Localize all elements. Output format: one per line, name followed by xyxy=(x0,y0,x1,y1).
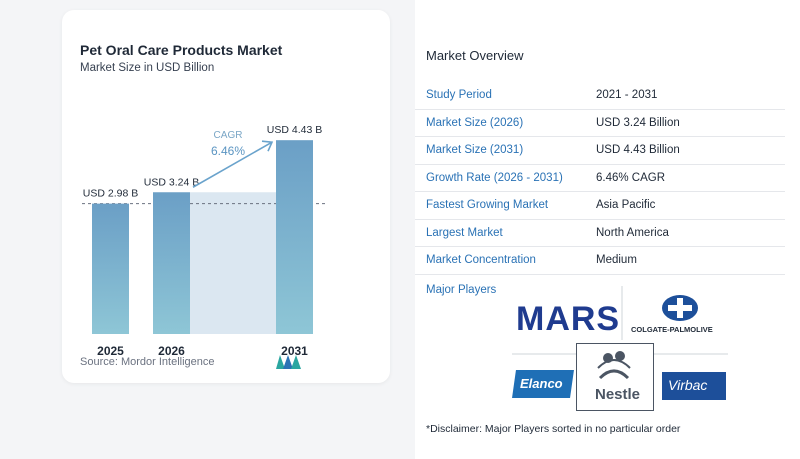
nestle-logo-box xyxy=(576,343,654,411)
data-label: USD 3.24 B xyxy=(144,176,199,188)
mars-logo: MARS xyxy=(516,300,621,338)
bar-2025 xyxy=(92,203,129,334)
overview-row-label: Study Period xyxy=(426,89,492,101)
data-label: USD 4.43 B xyxy=(267,124,322,136)
overview-row: Fastest Growing Market Asia Pacific xyxy=(415,192,785,220)
overview-row-label: Market Concentration xyxy=(426,254,536,266)
colgate-logo: COLGATE-PALMOLIVE xyxy=(631,325,713,334)
bar-chart: USD 2.98 B 2025 USD 3.24 B 2026 USD 4.43 B 20… xyxy=(82,124,327,358)
mordor-logo-icon xyxy=(276,355,301,369)
overview-row-value: Medium xyxy=(596,254,637,266)
cagr-label: CAGR xyxy=(214,130,243,141)
overview-row-value: Asia Pacific xyxy=(596,199,656,211)
player-logos: MARS COLGATE-PALMOLIVE Elanco Nestle Vir… xyxy=(510,286,730,414)
colgate-mark-icon xyxy=(662,295,698,321)
overview-panel: Market Overview Study Period 2021 - 2031 M… xyxy=(415,0,800,459)
overview-title: Market Overview xyxy=(426,48,524,63)
virbac-logo-box xyxy=(662,372,726,400)
overview-row-label: Largest Market xyxy=(426,226,503,239)
chart-title: Pet Oral Care Products Market xyxy=(80,42,283,58)
virbac-logo: Virbac xyxy=(668,377,708,393)
source-note: Source: Mordor Intelligence xyxy=(80,356,215,368)
overview-row-value: USD 3.24 Billion xyxy=(596,116,680,129)
overview-row-label: Market Size (2026) xyxy=(426,116,524,129)
overview-row: Study Period 2021 - 2031 xyxy=(415,82,785,110)
overview-table: Study Period 2021 - 2031 Market Size (2026… xyxy=(415,82,785,275)
disclaimer: *Disclaimer: Major Players sorted in no … xyxy=(426,423,681,435)
cagr-value: 6.46% xyxy=(211,144,245,158)
elanco-logo: Elanco xyxy=(520,376,563,391)
overview-row: Market Size (2026) USD 3.24 Billion xyxy=(415,110,785,137)
growth-shade xyxy=(190,192,276,334)
overview-row-value: 2021 - 2031 xyxy=(596,89,658,101)
bar-2031 xyxy=(276,140,313,334)
cagr-arrow xyxy=(192,141,273,188)
chart-card: USD 2.98 B 2025 USD 3.24 B 2026 USD 4.43 B 20… xyxy=(62,10,390,383)
overview-row: Market Concentration Medium xyxy=(415,247,785,275)
x-tick-label: 2031 xyxy=(281,344,308,358)
bar-2026 xyxy=(153,192,190,334)
overview-row-value: North America xyxy=(596,226,669,239)
data-label: USD 2.98 B xyxy=(83,188,138,200)
nestle-nest-icon xyxy=(597,351,631,380)
x-tick-label: 2025 xyxy=(97,344,124,358)
cagr-arrowhead xyxy=(261,140,274,152)
overview-row: Largest Market North America xyxy=(415,220,785,247)
overview-row-label: Growth Rate (2026 - 2031) xyxy=(426,171,563,184)
chart-subtitle: Market Size in USD Billion xyxy=(80,62,215,74)
overview-row: Growth Rate (2026 - 2031) 6.46% CAGR xyxy=(415,165,785,192)
overview-row-value: USD 4.43 Billion xyxy=(596,144,680,156)
nestle-logo: Nestle xyxy=(595,386,641,403)
overview-row: Market Size (2031) USD 4.43 Billion xyxy=(415,137,785,165)
x-tick-label: 2026 xyxy=(158,344,185,358)
overview-row-label: Fastest Growing Market xyxy=(426,199,549,211)
major-players-label: Major Players xyxy=(426,284,497,296)
overview-row-label: Market Size (2031) xyxy=(426,144,524,156)
overview-row-value: 6.46% CAGR xyxy=(596,171,666,184)
